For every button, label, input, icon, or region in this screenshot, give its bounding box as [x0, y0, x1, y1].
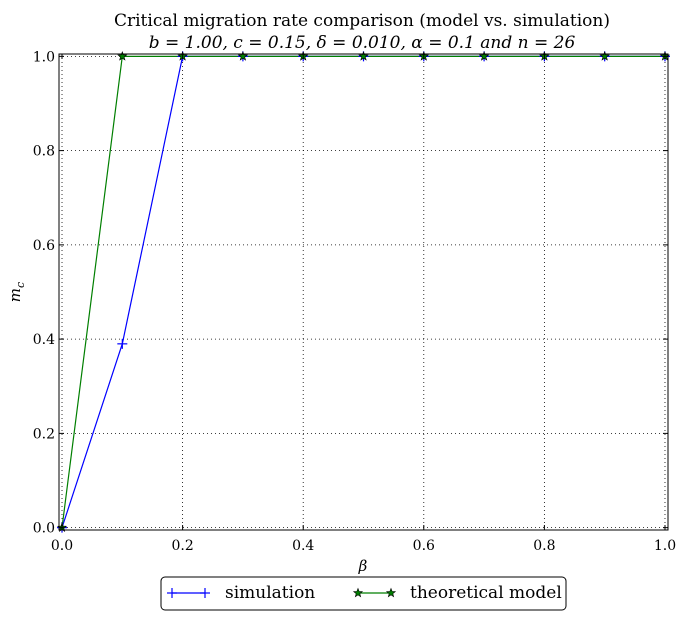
x-tick-label: 0.6 — [413, 538, 435, 554]
data-point-theoretical-model — [478, 51, 490, 61]
x-axis-label: β — [358, 557, 368, 575]
legend-label-simulation: simulation — [225, 583, 315, 603]
y-tick-label: 0.6 — [33, 238, 55, 254]
legend-label-theoretical-model: theoretical model — [410, 583, 562, 603]
x-tick-label: 0.2 — [171, 538, 193, 554]
legend-entry-theoretical-model — [352, 587, 397, 598]
x-tick-label: 0.4 — [292, 538, 314, 554]
data-point-theoretical-model — [117, 51, 128, 61]
y-tick-label: 0.0 — [33, 521, 55, 537]
y-tick-label: 0.4 — [33, 332, 55, 348]
x-tick-label: 1.0 — [654, 538, 676, 554]
series-line-theoretical-model — [61, 55, 665, 528]
legend-marker — [385, 587, 397, 598]
data-point-theoretical-model — [358, 51, 369, 61]
legend-marker — [352, 587, 364, 598]
tick-layer: 0.0 0.2 0.4 0.6 0.8 1.0 0.0 0.2 0.4 0.6 0.8 1.0 — [33, 49, 676, 554]
y-tick-label: 0.2 — [33, 426, 55, 442]
plot-area-frame — [58, 53, 669, 531]
data-point-theoretical-model — [599, 51, 610, 61]
legend: simulation theoretical model — [160, 576, 567, 611]
x-tick-label: 0.0 — [51, 538, 73, 554]
series-line-simulation — [61, 55, 665, 528]
y-tick-label: 0.8 — [33, 144, 55, 160]
grid-lines — [59, 54, 668, 530]
x-tick-label: 0.8 — [533, 538, 555, 554]
legend-marker — [200, 588, 210, 598]
chart-title: Critical migration rate comparison (mode… — [114, 11, 610, 31]
legend-entry-simulation — [167, 588, 210, 598]
y-tick-label: 1.0 — [33, 49, 55, 65]
series-layer — [56, 51, 671, 533]
legend-marker — [167, 588, 177, 598]
y-axis-label: mc — [6, 282, 27, 302]
data-point-simulation — [117, 338, 128, 349]
chart-subtitle: b = 1.00, c = 0.15, δ = 0.010, α = 0.1 a… — [149, 33, 576, 53]
data-point-theoretical-model — [237, 51, 249, 61]
